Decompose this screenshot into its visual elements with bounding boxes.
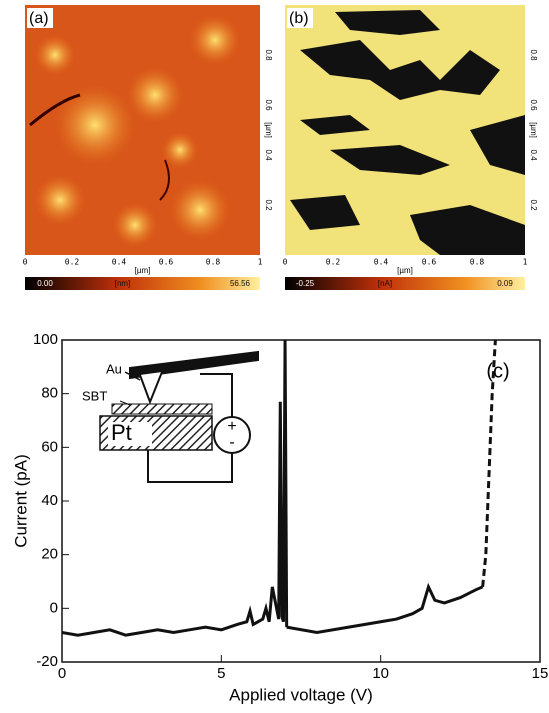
- x-unit: [µm]: [135, 266, 151, 275]
- inset-label: Au: [106, 361, 122, 376]
- x-tick-label: 15: [532, 665, 549, 682]
- colorbars: [25, 277, 525, 290]
- x-tick-label: 0.6: [159, 258, 174, 267]
- y-tick-label: 0.2: [264, 199, 273, 211]
- inset-schematic: [99, 350, 259, 483]
- y-tick-label: 0.6: [264, 99, 273, 111]
- inset-label: -: [229, 434, 234, 451]
- x-tick-label: 1: [258, 258, 263, 267]
- panel-label-bg: [27, 8, 53, 28]
- x-tick-label: 0.2: [326, 258, 341, 267]
- scale-label: -0.25: [296, 279, 315, 288]
- inset-label: Pt: [111, 420, 132, 445]
- x-tick-label: 0.4: [112, 258, 127, 267]
- panel-label: (a): [29, 10, 49, 27]
- y-tick-label: 0.8: [264, 49, 273, 61]
- y-unit: [µm]: [529, 122, 538, 138]
- annotation: (c): [486, 360, 509, 382]
- x-tick-label: 5: [217, 665, 225, 682]
- y-tick-label: 0.4: [529, 149, 538, 161]
- x-tick-label: 0.8: [206, 258, 221, 267]
- y-tick-label: 0.2: [529, 199, 538, 211]
- afm-image-b: [285, 5, 525, 255]
- scale-label: 56.56: [230, 279, 251, 288]
- x-tick-label: 0.8: [470, 258, 485, 267]
- inset-label-bg: [108, 422, 152, 446]
- inset-label: SBT: [82, 388, 107, 403]
- scale-label: [nA]: [378, 279, 392, 288]
- y-axis-label: Current (pA): [11, 454, 30, 548]
- scale-label: 0.00: [37, 279, 53, 288]
- x-tick-label: 0: [23, 258, 28, 267]
- x-unit: [µm]: [397, 266, 413, 275]
- y-tick-label: 40: [41, 492, 58, 509]
- scale-label: [nm]: [115, 279, 131, 288]
- x-tick-label: 0: [283, 258, 288, 267]
- data-line: [481, 339, 497, 588]
- x-tick-label: 0.6: [422, 258, 437, 267]
- x-tick-label: 1: [523, 258, 528, 267]
- y-tick-label: -20: [36, 653, 58, 670]
- x-axis-label: Applied voltage (V): [229, 685, 373, 704]
- y-tick-label: 100: [33, 331, 58, 348]
- data-line: [286, 582, 484, 635]
- x-tick-label: 10: [372, 665, 389, 682]
- y-tick-label: 60: [41, 438, 58, 455]
- y-tick-label: 20: [41, 546, 58, 563]
- x-tick-label: 0.2: [65, 258, 80, 267]
- y-tick-label: 0.6: [529, 99, 538, 111]
- data-line: [61, 339, 289, 637]
- y-tick-label: 0.4: [264, 149, 273, 161]
- x-tick-label: 0: [58, 665, 66, 682]
- scale-label: 0.09: [497, 279, 513, 288]
- inset-label: +: [227, 418, 236, 435]
- y-tick-label: 0.8: [529, 49, 538, 61]
- panel-label: (b): [289, 10, 309, 27]
- afm-image-a: [25, 5, 260, 255]
- plot-frame: [61, 339, 541, 663]
- x-tick-label: 0.4: [374, 258, 389, 267]
- y-tick-label: 80: [41, 385, 58, 402]
- panel-label-bg: [287, 8, 313, 28]
- y-unit: [µm]: [264, 122, 273, 138]
- y-tick-label: 0: [50, 599, 58, 616]
